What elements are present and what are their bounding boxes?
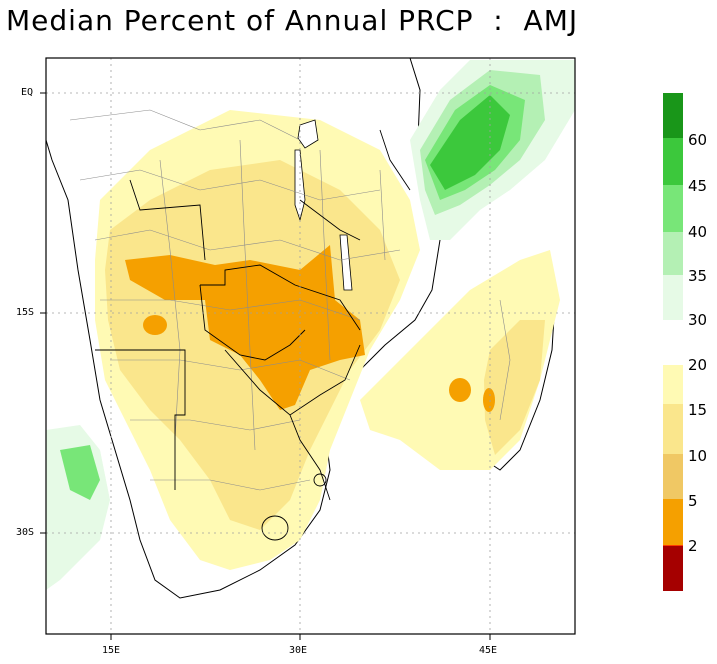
axis-ticks	[40, 92, 491, 640]
field-orange-spot	[483, 388, 495, 412]
colorbar-label: 35	[688, 267, 708, 285]
grid-lines	[46, 58, 575, 634]
field-madagascar-15	[484, 320, 545, 455]
lake-malawi	[339, 234, 353, 291]
colorbar-label: 10	[688, 447, 708, 465]
country-borders	[95, 129, 411, 541]
field-orange-spot	[449, 378, 471, 402]
lat-label-30s: 30S	[16, 527, 35, 538]
colorbar-swatch	[663, 546, 683, 591]
lon-label-30e: 30E	[289, 645, 308, 656]
field-10-to-5	[125, 245, 365, 410]
colorbar-swatch	[663, 365, 683, 404]
map-title: Median Percent of Annual PRCP : AMJ	[6, 4, 579, 37]
colorbar-swatch	[663, 93, 683, 138]
lat-label-eq: EQ	[21, 87, 34, 98]
lat-label-15s: 15S	[16, 307, 35, 318]
colorbar-label: 30	[688, 311, 708, 329]
colorbar-swatch	[663, 454, 683, 499]
colorbar-swatch	[663, 275, 683, 320]
lon-label-15e: 15E	[102, 645, 121, 656]
colorbar-label: 20	[688, 356, 708, 374]
colorbar-swatch	[663, 404, 683, 454]
colorbar-label: 40	[688, 223, 708, 241]
colorbar-label: 60	[688, 131, 708, 149]
colorbar-swatch	[663, 138, 683, 185]
colorbar-swatch	[663, 545, 683, 546]
field-orange-spot	[143, 315, 167, 335]
colorbar-label: 45	[688, 177, 708, 195]
colorbar-label: 2	[688, 537, 698, 555]
colorbar-swatch	[663, 232, 683, 275]
colorbar-swatch	[663, 185, 683, 232]
colorbar-swatch	[663, 499, 683, 545]
field-west-green-dark	[60, 445, 100, 500]
admin-borders	[69, 109, 511, 491]
lake-victoria	[297, 119, 319, 149]
lon-label-45e: 45E	[479, 645, 498, 656]
colorbar-label: 15	[688, 401, 708, 419]
map-frame	[45, 57, 576, 635]
colorbar-label: 5	[688, 492, 698, 510]
